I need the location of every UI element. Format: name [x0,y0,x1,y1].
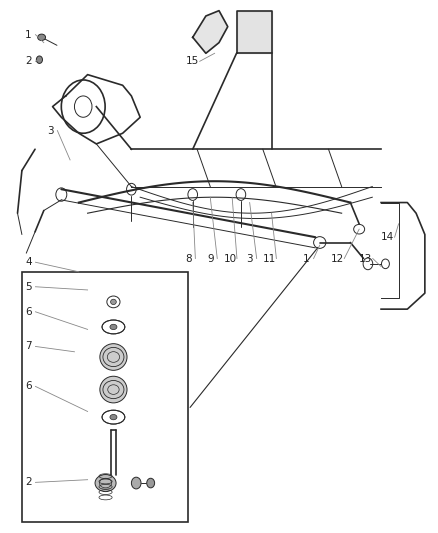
Text: 2: 2 [25,56,32,66]
Text: 1: 1 [25,30,32,39]
Ellipse shape [102,320,125,334]
Text: 6: 6 [25,307,32,317]
Ellipse shape [100,344,127,370]
Polygon shape [193,11,228,53]
Text: 12: 12 [331,254,344,263]
Ellipse shape [110,415,117,420]
Text: 11: 11 [263,254,276,263]
Ellipse shape [100,376,127,403]
Text: 6: 6 [25,382,32,391]
Text: 9: 9 [207,254,214,263]
Text: 4: 4 [25,257,32,267]
Text: 13: 13 [359,254,372,263]
Ellipse shape [36,56,42,63]
Ellipse shape [102,410,125,424]
Text: 10: 10 [223,254,237,263]
Text: 15: 15 [186,56,199,66]
Ellipse shape [110,299,117,304]
Text: 14: 14 [381,232,394,242]
Ellipse shape [147,478,155,488]
Text: 7: 7 [25,342,32,351]
Ellipse shape [131,477,141,489]
Text: 8: 8 [185,254,192,263]
Bar [22,272,188,522]
Text: 2: 2 [25,478,32,487]
Polygon shape [237,11,272,53]
Text: 3: 3 [246,254,253,263]
Ellipse shape [95,474,116,491]
Ellipse shape [110,324,117,329]
Text: 5: 5 [25,282,32,292]
Text: 3: 3 [47,126,54,135]
Ellipse shape [38,34,46,41]
Text: 1: 1 [303,254,310,263]
